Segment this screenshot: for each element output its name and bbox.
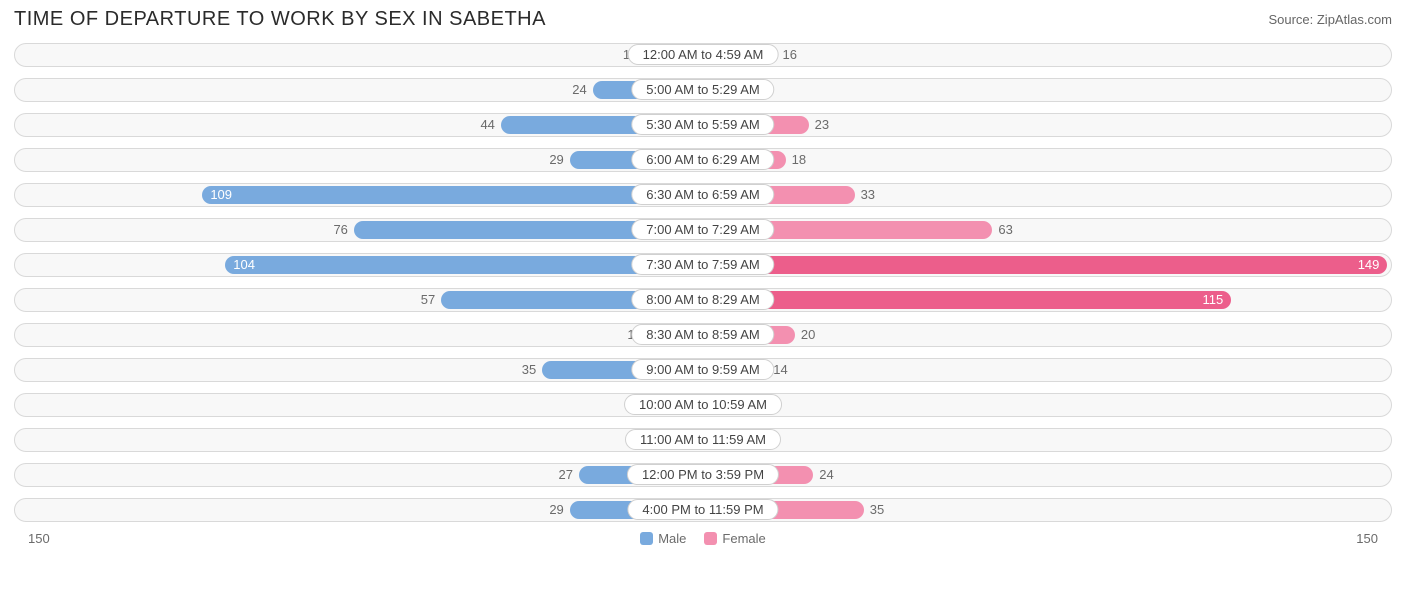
category-label: 5:30 AM to 5:59 AM: [631, 114, 774, 135]
female-side: 35: [703, 494, 1392, 525]
female-value: 16: [776, 47, 802, 62]
female-side: 0: [703, 424, 1392, 455]
chart-row: 6410:00 AM to 10:59 AM: [14, 389, 1392, 420]
axis-left-max: 150: [28, 531, 50, 546]
male-side: 104: [14, 249, 703, 280]
female-value: 20: [795, 327, 821, 342]
male-side: 24: [14, 74, 703, 105]
male-side: 27: [14, 459, 703, 490]
chart-footer: 150 Male Female 150: [0, 529, 1406, 546]
category-label: 5:00 AM to 5:29 AM: [631, 79, 774, 100]
category-label: 12:00 PM to 3:59 PM: [627, 464, 779, 485]
male-bar: 109: [202, 186, 703, 204]
female-value: 33: [855, 187, 881, 202]
female-bar: 149: [703, 256, 1387, 274]
male-value: 76: [327, 222, 353, 237]
category-label: 8:00 AM to 8:29 AM: [631, 289, 774, 310]
chart-row: 57 115 8:00 AM to 8:29 AM: [14, 284, 1392, 315]
male-side: 6: [14, 389, 703, 420]
chart-row: 27 24 12:00 PM to 3:59 PM: [14, 459, 1392, 490]
legend-male: Male: [640, 531, 686, 546]
male-value: 35: [516, 362, 542, 377]
female-side: 24: [703, 459, 1392, 490]
chart-row: 12 20 8:30 AM to 8:59 AM: [14, 319, 1392, 350]
legend-female-label: Female: [722, 531, 765, 546]
female-side: 149: [703, 249, 1392, 280]
female-value: 18: [786, 152, 812, 167]
male-value: 24: [566, 82, 592, 97]
chart-row: 109 33 6:30 AM to 6:59 AM: [14, 179, 1392, 210]
female-side: 20: [703, 319, 1392, 350]
chart-row: 13 1612:00 AM to 4:59 AM: [14, 39, 1392, 70]
male-swatch-icon: [640, 532, 653, 545]
category-label: 4:00 PM to 11:59 PM: [627, 499, 778, 520]
male-side: 29: [14, 144, 703, 175]
chart-row: 0011:00 AM to 11:59 AM: [14, 424, 1392, 455]
diverging-bar-chart: 131612:00 AM to 4:59 AM2445:00 AM to 5:2…: [0, 37, 1406, 525]
female-value: 63: [992, 222, 1018, 237]
female-side: 4: [703, 74, 1392, 105]
category-label: 11:00 AM to 11:59 AM: [625, 429, 781, 450]
female-side: 23: [703, 109, 1392, 140]
female-value: 149: [1350, 257, 1388, 272]
male-value: 44: [474, 117, 500, 132]
chart-row: 44 23 5:30 AM to 5:59 AM: [14, 109, 1392, 140]
legend-female: Female: [704, 531, 765, 546]
male-side: 29: [14, 494, 703, 525]
male-value: 109: [202, 187, 240, 202]
category-label: 7:00 AM to 7:29 AM: [631, 219, 774, 240]
female-side: 33: [703, 179, 1392, 210]
axis-right-max: 150: [1356, 531, 1378, 546]
chart-row: 35 149:00 AM to 9:59 AM: [14, 354, 1392, 385]
category-label: 9:00 AM to 9:59 AM: [631, 359, 774, 380]
category-label: 10:00 AM to 10:59 AM: [624, 394, 782, 415]
female-side: 16: [703, 39, 1392, 70]
chart-source: Source: ZipAtlas.com: [1268, 12, 1392, 27]
category-label: 8:30 AM to 8:59 AM: [631, 324, 774, 345]
chart-legend: Male Female: [640, 531, 766, 546]
male-value: 29: [543, 502, 569, 517]
chart-title: TIME OF DEPARTURE TO WORK BY SEX IN SABE…: [14, 8, 546, 31]
female-side: 14: [703, 354, 1392, 385]
male-side: 44: [14, 109, 703, 140]
male-value: 27: [553, 467, 579, 482]
female-value: 115: [1194, 292, 1231, 307]
male-side: 76: [14, 214, 703, 245]
category-label: 7:30 AM to 7:59 AM: [631, 254, 774, 275]
male-value: 57: [415, 292, 441, 307]
category-label: 12:00 AM to 4:59 AM: [628, 44, 779, 65]
female-value: 23: [809, 117, 835, 132]
female-side: 18: [703, 144, 1392, 175]
male-side: 57: [14, 284, 703, 315]
chart-row: 104 149 7:30 AM to 7:59 AM: [14, 249, 1392, 280]
male-side: 12: [14, 319, 703, 350]
female-side: 63: [703, 214, 1392, 245]
female-side: 115: [703, 284, 1392, 315]
female-bar: 115: [703, 291, 1231, 309]
category-label: 6:00 AM to 6:29 AM: [631, 149, 774, 170]
female-value: 24: [813, 467, 839, 482]
male-side: 13: [14, 39, 703, 70]
legend-male-label: Male: [658, 531, 686, 546]
chart-header: TIME OF DEPARTURE TO WORK BY SEX IN SABE…: [0, 0, 1406, 37]
chart-row: 24 45:00 AM to 5:29 AM: [14, 74, 1392, 105]
male-side: 109: [14, 179, 703, 210]
male-value: 29: [543, 152, 569, 167]
category-label: 6:30 AM to 6:59 AM: [631, 184, 774, 205]
chart-row: 29 35 4:00 PM to 11:59 PM: [14, 494, 1392, 525]
male-side: 0: [14, 424, 703, 455]
chart-row: 29 18 6:00 AM to 6:29 AM: [14, 144, 1392, 175]
male-value: 104: [225, 257, 263, 272]
female-side: 4: [703, 389, 1392, 420]
female-swatch-icon: [704, 532, 717, 545]
female-value: 35: [864, 502, 890, 517]
chart-row: 76 63 7:00 AM to 7:29 AM: [14, 214, 1392, 245]
male-side: 35: [14, 354, 703, 385]
